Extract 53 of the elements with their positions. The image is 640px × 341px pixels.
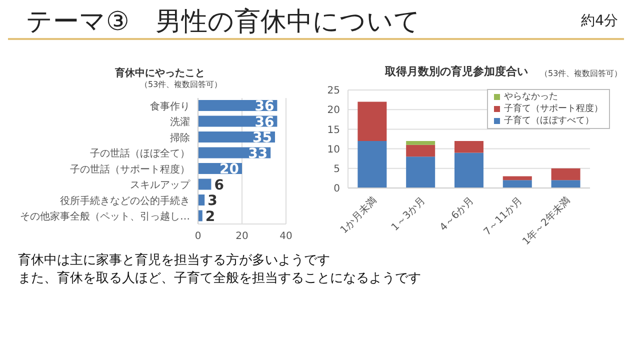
data-label: 33 (248, 146, 268, 162)
bar (406, 144, 436, 157)
data-label: 20 (220, 162, 240, 178)
bar (406, 140, 436, 145)
bar (551, 180, 580, 188)
y-tick-label: その他家事全般（ペット、引っ越し… (20, 210, 190, 223)
y-tick-label: 子の世話（ほぼ全て） (90, 148, 190, 160)
bar (198, 194, 205, 206)
chart-subtitle: （53件、複数回答可） (140, 79, 222, 90)
x-tick-label: 1～3か月 (390, 195, 428, 234)
bar (198, 210, 202, 222)
x-tick-label: 4～6か月 (438, 195, 476, 234)
y-tick-label: 0 (334, 184, 340, 195)
y-tick-label: 20 (327, 105, 340, 116)
y-tick-label: 食事作り (150, 100, 190, 112)
y-tick-label: 役所手続きなどの公的手続き (60, 194, 190, 207)
data-label: 6 (214, 177, 224, 194)
bar (454, 140, 484, 153)
chart-title: 取得月数別の育児参加度合い (385, 64, 528, 79)
data-label: 2 (205, 208, 216, 225)
bar (551, 168, 580, 180)
text: また、育休を取る人ほど、子育て全般を担当することになるようです (18, 270, 421, 288)
data-label: 35 (252, 130, 272, 146)
data-label: 36 (254, 98, 274, 114)
chart-title: 育休中にやったこと (114, 66, 206, 80)
x-tick-label: 20 (236, 231, 248, 242)
legend-label: やらなかった (504, 91, 558, 103)
y-tick-label: 5 (334, 164, 340, 175)
legend-label: 子育て（サポート程度） (504, 103, 603, 115)
y-tick-label: 15 (327, 124, 340, 136)
x-tick-label: 40 (280, 231, 292, 242)
chart-subtitle: （53件、複数回答可） (540, 68, 622, 79)
legend-label: 子育て（ほぼすべて） (504, 115, 594, 127)
y-tick-label: 25 (327, 86, 340, 97)
bar (502, 176, 532, 180)
y-tick-label: 洗濯 (170, 116, 190, 128)
bar (358, 102, 387, 141)
data-label: 36 (254, 114, 274, 130)
text: テーマ③ 男性の育休中について (26, 6, 420, 39)
bar (198, 178, 212, 190)
y-tick-label: 掃除 (170, 132, 190, 144)
y-tick-label: 10 (327, 144, 340, 156)
bar (454, 152, 484, 188)
text: 約4分 (581, 12, 618, 30)
y-tick-label: 子の世話（サポート程度） (70, 163, 190, 176)
x-tick-label: 1か月未満 (338, 194, 380, 236)
text: 育休中は主に家事と育児を担当する方が多いようです (18, 252, 331, 270)
x-tick-label: 0 (194, 231, 202, 242)
bar (358, 140, 387, 188)
bar (502, 180, 532, 188)
data-label: 3 (208, 193, 218, 209)
y-tick-label: スキルアップ (130, 179, 191, 192)
bar (406, 156, 436, 188)
